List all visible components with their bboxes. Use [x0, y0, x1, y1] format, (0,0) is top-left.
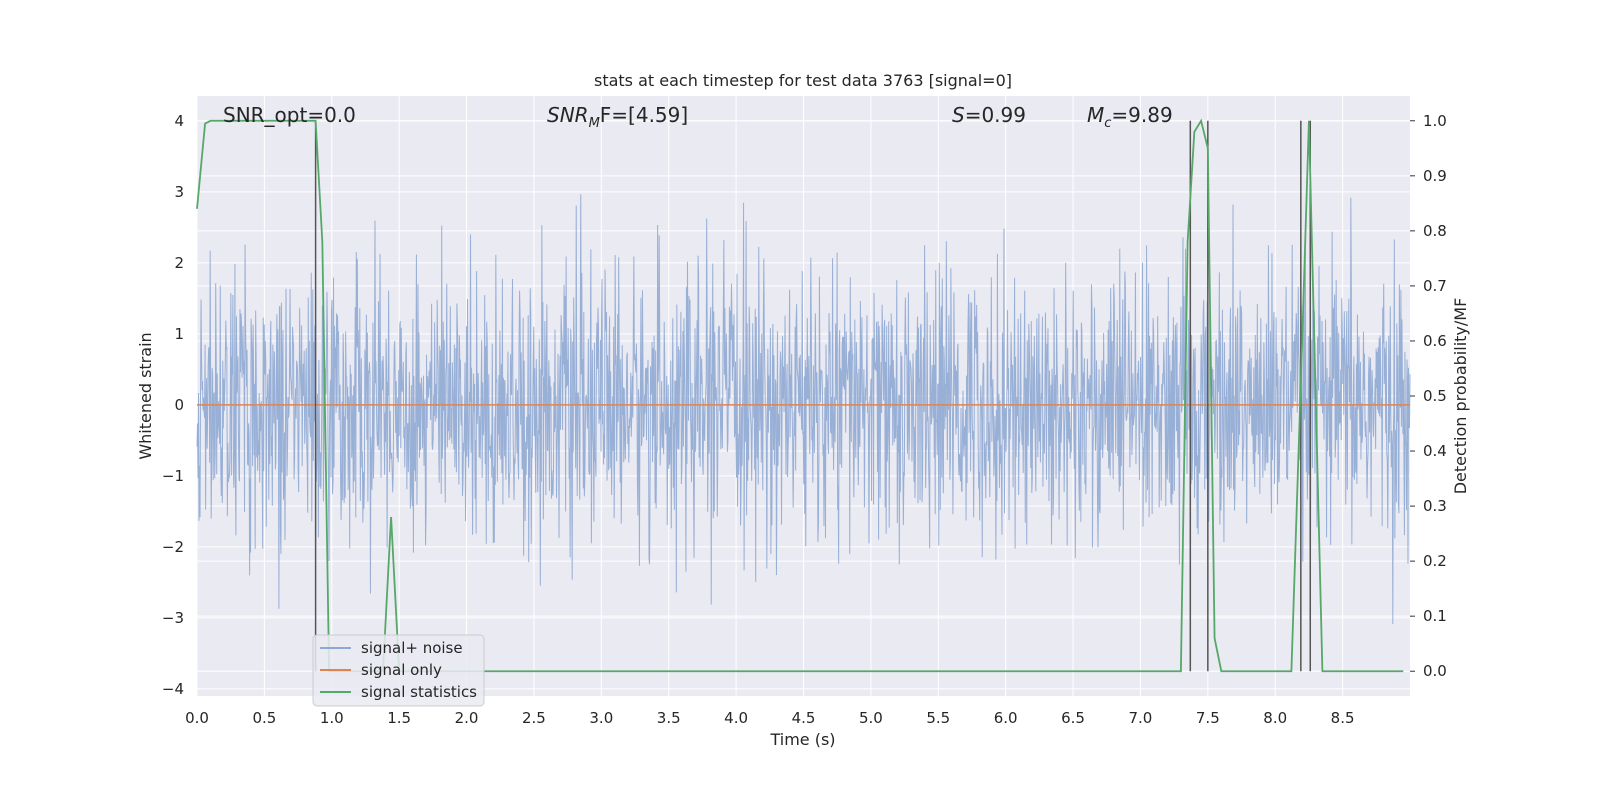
annotation-snr-mf: SNRMF=[4.59] — [547, 103, 688, 131]
annotation-mc: Mc=9.89 — [1087, 103, 1173, 131]
x-tick-label: 8.0 — [1263, 709, 1287, 727]
y-left-tick-labels: 4 3 2 1 0 −1 −2 −3 −4 — [162, 112, 184, 698]
y-left-tick-label: −2 — [162, 538, 184, 556]
y-right-tick-label: 0.0 — [1423, 662, 1447, 680]
y-right-tick-label: 0.8 — [1423, 222, 1447, 240]
y-right-tick-label: 0.5 — [1423, 387, 1447, 405]
x-tick-label: 3.0 — [589, 709, 613, 727]
y-left-tick-label: −4 — [162, 680, 184, 698]
legend: signal+ noise signal only signal statist… — [312, 634, 485, 707]
y-right-tick-label: 0.3 — [1423, 497, 1447, 515]
x-tick-label: 3.5 — [657, 709, 681, 727]
x-tick-label: 0.0 — [185, 709, 209, 727]
y-right-tick-label: 0.9 — [1423, 167, 1447, 185]
x-tick-labels: 0.0 0.5 1.0 1.5 2.0 2.5 3.0 3.5 4.0 4.5 5.0 5.5 6.0 6… — [185, 709, 1354, 727]
x-tick-label: 4.5 — [792, 709, 816, 727]
x-tick-label: 7.5 — [1196, 709, 1220, 727]
x-tick-label: 6.0 — [994, 709, 1018, 727]
y-left-tick-label: 0 — [174, 396, 184, 414]
x-tick-label: 4.0 — [724, 709, 748, 727]
x-tick-label: 1.5 — [387, 709, 411, 727]
legend-box — [312, 634, 485, 707]
y-right-axis-label: Detection probability/MF — [1451, 298, 1470, 495]
x-tick-label: 0.5 — [252, 709, 276, 727]
y-right-tick-label: 1.0 — [1423, 112, 1447, 130]
y-right-tick-label: 0.6 — [1423, 332, 1447, 350]
y-left-tick-label: 1 — [174, 325, 184, 343]
legend-label-noise: signal+ noise — [361, 639, 463, 657]
y-right-tick-labels: 1.0 0.9 0.8 0.7 0.6 0.5 0.4 0.3 0.2 0.1 0.0 — [1410, 112, 1447, 680]
x-tick-label: 6.5 — [1061, 709, 1085, 727]
y-left-axis-label: Whitened strain — [136, 332, 155, 459]
annotation-snr-opt: SNR_opt=0.0 — [223, 103, 356, 127]
y-right-tick-label: 0.1 — [1423, 607, 1447, 625]
x-tick-label: 7.0 — [1129, 709, 1153, 727]
x-axis-label: Time (s) — [769, 730, 835, 749]
y-right-tick-label: 0.2 — [1423, 552, 1447, 570]
annotation-s: S=0.99 — [952, 103, 1026, 127]
x-tick-label: 2.0 — [455, 709, 479, 727]
legend-label-signal: signal only — [361, 661, 442, 679]
y-left-tick-label: −1 — [162, 467, 184, 485]
chart-title: stats at each timestep for test data 376… — [594, 71, 1012, 90]
y-left-tick-label: 3 — [174, 183, 184, 201]
x-tick-label: 2.5 — [522, 709, 546, 727]
y-right-tick-label: 0.4 — [1423, 442, 1447, 460]
y-left-tick-label: −3 — [162, 609, 184, 627]
x-tick-label: 1.0 — [320, 709, 344, 727]
x-tick-label: 8.5 — [1331, 709, 1355, 727]
y-left-tick-label: 4 — [174, 112, 184, 130]
x-tick-label: 5.5 — [926, 709, 950, 727]
y-left-tick-label: 2 — [174, 254, 184, 272]
x-tick-label: 5.0 — [859, 709, 883, 727]
legend-label-stats: signal statistics — [361, 683, 477, 701]
y-right-tick-label: 0.7 — [1423, 277, 1447, 295]
